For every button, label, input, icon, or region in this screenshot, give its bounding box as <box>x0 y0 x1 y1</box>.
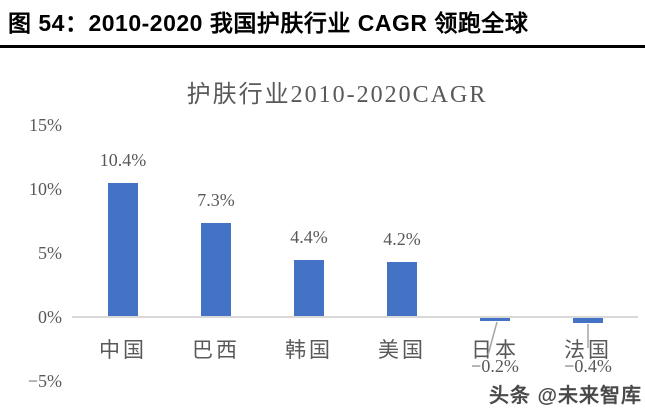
y-axis-tick-10%: 10% <box>29 179 62 199</box>
y-axis-tick-0%: 0% <box>38 307 62 327</box>
value-label-usa: 4.2% <box>383 229 421 249</box>
category-label-brazil: 巴西 <box>192 338 240 362</box>
value-label-japan: −0.2% <box>471 356 519 376</box>
category-label-korea: 韩国 <box>285 338 333 362</box>
value-label-france: −0.4% <box>564 356 612 376</box>
chart-title: 护肤行业2010-2020CAGR <box>186 82 488 108</box>
y-axis-tick-−5%: −5% <box>27 371 62 391</box>
bar-brazil <box>201 223 231 316</box>
figure-caption: 图 54：2010-2020 我国护肤行业 CAGR 领跑全球 <box>8 10 529 36</box>
category-label-china: 中国 <box>99 338 147 362</box>
zero-axis-line <box>72 316 638 318</box>
category-label-usa: 美国 <box>378 338 426 362</box>
value-label-china: 10.4% <box>99 150 147 170</box>
caption-divider-rule <box>0 45 645 48</box>
category-label-japan: 日本 <box>471 338 519 362</box>
y-axis-tick-5%: 5% <box>38 243 62 263</box>
bar-japan <box>480 318 510 321</box>
bar-china <box>108 183 138 316</box>
category-label-france: 法国 <box>564 338 612 362</box>
value-label-korea: 4.4% <box>290 227 328 247</box>
value-label-brazil: 7.3% <box>197 190 235 210</box>
bar-france <box>573 318 603 323</box>
bar-korea <box>294 260 324 316</box>
bar-usa <box>387 262 417 316</box>
y-axis-tick-15%: 15% <box>29 115 62 135</box>
watermark-toutiao: 头条 @未来智库 <box>488 385 642 407</box>
